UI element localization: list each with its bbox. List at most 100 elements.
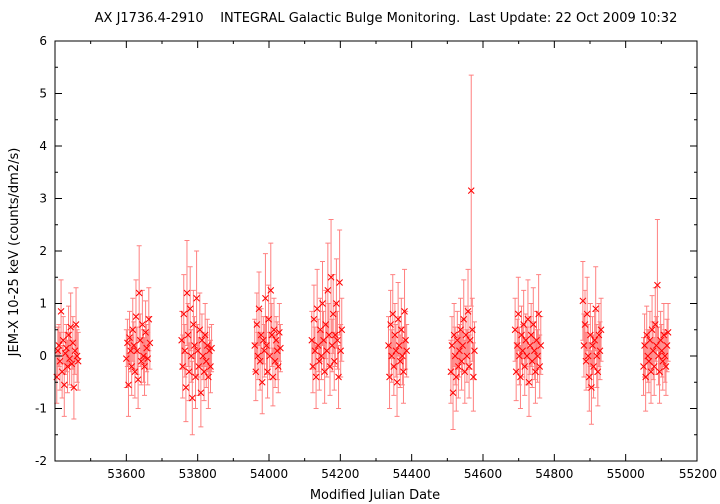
data-point xyxy=(650,363,658,370)
data-point xyxy=(60,381,68,389)
x-tick-label: 54400 xyxy=(393,467,431,481)
data-point xyxy=(641,342,648,349)
data-point xyxy=(124,339,131,347)
data-point xyxy=(275,329,283,336)
data-point xyxy=(181,347,189,355)
data-point xyxy=(448,342,456,349)
data-point xyxy=(590,363,597,370)
data-point xyxy=(325,331,333,339)
data-point xyxy=(125,381,132,389)
x-tick-label: 55000 xyxy=(607,467,645,481)
data-point xyxy=(57,308,65,315)
data-point xyxy=(451,352,459,360)
data-point xyxy=(269,373,277,381)
data-point xyxy=(447,368,455,376)
data-point xyxy=(202,357,210,365)
data-point xyxy=(528,357,536,365)
x-tick-label: 53800 xyxy=(179,467,217,481)
data-point xyxy=(657,336,664,344)
x-tick-label: 55200 xyxy=(679,467,717,481)
y-tick-label: 0 xyxy=(39,349,47,363)
data-point xyxy=(259,336,267,344)
data-point xyxy=(251,342,259,349)
data-point xyxy=(145,315,153,323)
data-point xyxy=(263,342,270,349)
y-tick-label: 2 xyxy=(39,244,47,258)
data-point xyxy=(328,342,336,349)
data-point xyxy=(308,336,316,344)
data-point xyxy=(594,368,602,376)
data-point xyxy=(67,323,75,331)
data-point xyxy=(644,352,652,360)
data-point xyxy=(393,378,401,386)
data-point xyxy=(386,373,393,381)
data-point xyxy=(458,357,465,365)
data-point xyxy=(662,363,670,370)
data-point xyxy=(318,352,325,360)
data-point xyxy=(186,305,194,313)
data-point xyxy=(127,347,134,355)
y-tick-label: 1 xyxy=(39,297,47,311)
data-point xyxy=(466,336,474,344)
data-point xyxy=(55,342,63,349)
data-point xyxy=(191,342,198,349)
data-point xyxy=(65,331,72,339)
x-tick-label: 54200 xyxy=(321,467,359,481)
data-point xyxy=(663,342,671,349)
data-point xyxy=(532,368,539,376)
data-point xyxy=(190,321,197,328)
data-point xyxy=(180,310,188,318)
data-point xyxy=(196,326,204,334)
y-axis-label: JEM-X 10-25 keV (counts/dm2/s) xyxy=(7,148,22,358)
data-point xyxy=(593,352,601,360)
data-point xyxy=(205,373,212,381)
data-point xyxy=(462,331,470,339)
data-point xyxy=(389,310,397,318)
data-point xyxy=(518,331,525,339)
data-point xyxy=(130,342,138,349)
axes: -2 -1 0 1 2 3 4 5 6 53600 53800 54000 54200 54400 5460… xyxy=(35,34,717,481)
data-point xyxy=(193,294,200,302)
data-point xyxy=(256,357,264,365)
data-point xyxy=(195,363,203,370)
data-point xyxy=(521,363,529,370)
data-point xyxy=(647,368,655,376)
data-point xyxy=(517,373,524,381)
data-point xyxy=(655,352,662,360)
data-point xyxy=(137,357,145,365)
data-point xyxy=(450,331,458,339)
data-point xyxy=(200,368,208,376)
data-point xyxy=(197,389,205,397)
data-point xyxy=(63,344,70,352)
data-point xyxy=(452,373,460,381)
data-point xyxy=(464,308,472,315)
data-point xyxy=(519,347,526,355)
data-point xyxy=(646,336,654,344)
data-point xyxy=(54,347,62,355)
data-point xyxy=(266,352,274,360)
data-point xyxy=(135,289,143,297)
data-point xyxy=(461,368,469,376)
data-point xyxy=(392,347,400,355)
data-point xyxy=(66,355,73,362)
data-point xyxy=(338,326,346,334)
data-point xyxy=(198,336,206,344)
data-point xyxy=(511,326,519,334)
data-point xyxy=(310,315,318,323)
data-point xyxy=(132,313,140,320)
x-tick-label: 54600 xyxy=(464,467,502,481)
data-point xyxy=(592,305,600,313)
data-point xyxy=(583,310,591,318)
data-point xyxy=(329,310,337,318)
data-point xyxy=(523,352,531,360)
data-point xyxy=(56,357,64,365)
data-point xyxy=(401,308,408,315)
data-point xyxy=(312,373,320,381)
data-point xyxy=(61,350,69,357)
data-point xyxy=(322,321,330,328)
data-point xyxy=(516,352,523,360)
data-point xyxy=(471,347,478,355)
data-point xyxy=(194,347,202,355)
data-point xyxy=(321,368,328,376)
data-point xyxy=(183,289,191,297)
